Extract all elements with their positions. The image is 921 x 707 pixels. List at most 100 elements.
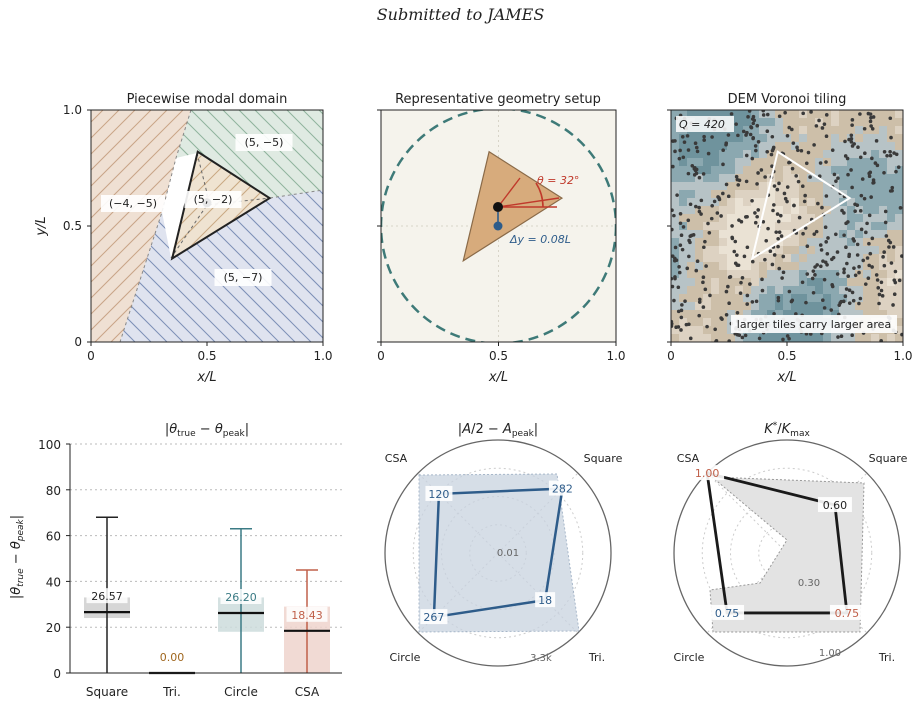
voronoi-tile — [895, 182, 903, 191]
value-label-bg — [829, 604, 864, 620]
voronoi-tile — [831, 198, 840, 207]
particle — [678, 148, 682, 153]
particle — [761, 110, 766, 113]
particle — [756, 208, 761, 212]
region-boundary — [196, 152, 208, 200]
particle — [730, 224, 734, 228]
voronoi-tile — [847, 190, 856, 199]
voronoi-tile — [743, 110, 752, 119]
particle — [713, 327, 717, 332]
voronoi-tile — [759, 134, 768, 143]
particle — [823, 260, 828, 265]
voronoi-tile — [783, 150, 792, 159]
voronoi-tile — [671, 190, 680, 199]
particle — [673, 245, 678, 250]
voronoi-tile — [783, 174, 792, 183]
voronoi-tile — [671, 142, 680, 151]
particle — [800, 280, 805, 285]
particle — [870, 265, 874, 269]
voronoi-tile — [695, 158, 704, 167]
particle — [704, 264, 708, 268]
voronoi-tile — [735, 134, 744, 143]
voronoi-tile — [879, 158, 888, 167]
voronoi-tile — [703, 134, 712, 143]
particle — [849, 168, 853, 172]
voronoi-tile — [679, 198, 688, 207]
voronoi-tile — [783, 214, 792, 223]
voronoi-tile — [855, 254, 864, 263]
voronoi-tile — [831, 294, 840, 303]
voronoi-tile — [823, 214, 832, 223]
particle — [885, 154, 889, 158]
particle — [770, 134, 775, 139]
voronoi-tile — [855, 166, 864, 175]
voronoi-tile — [775, 230, 784, 239]
voronoi-tile — [863, 214, 872, 223]
particle — [782, 191, 787, 196]
voronoi-tile — [847, 158, 856, 167]
voronoi-tile — [671, 134, 680, 143]
voronoi-tile — [791, 174, 800, 183]
particle — [710, 135, 714, 139]
voronoi-tile — [775, 166, 784, 175]
particle — [804, 300, 808, 305]
voronoi-tile — [823, 206, 832, 215]
voronoi-tile — [719, 150, 728, 159]
y-tick-label: 0.5 — [63, 219, 82, 233]
voronoi-tile — [799, 158, 808, 167]
voronoi-tile — [783, 118, 792, 127]
voronoi-tile — [839, 174, 848, 183]
voronoi-tile — [695, 318, 704, 327]
voronoi-tile — [679, 150, 688, 159]
particle — [671, 164, 675, 169]
voronoi-tile — [743, 182, 752, 191]
particle — [727, 301, 731, 306]
particle — [790, 127, 794, 132]
voronoi-tile — [839, 238, 848, 247]
voronoi-tile — [831, 150, 840, 159]
voronoi-tile — [887, 190, 896, 199]
voronoi-tile — [879, 110, 888, 119]
particle — [760, 277, 764, 282]
particle — [673, 149, 677, 154]
voronoi-tile — [743, 262, 752, 271]
particle — [842, 233, 846, 238]
voronoi-tile — [847, 278, 856, 287]
particle — [884, 234, 889, 238]
voronoi-tile — [831, 310, 840, 319]
voronoi-tile — [815, 230, 824, 239]
r-tick-label: 1.00 — [819, 648, 841, 659]
particle — [770, 262, 775, 267]
voronoi-tile — [767, 134, 776, 143]
particle — [882, 170, 886, 175]
particle — [777, 230, 782, 234]
voronoi-tile — [703, 254, 712, 263]
particle — [832, 172, 837, 177]
voronoi-tile — [831, 206, 840, 215]
particle — [867, 263, 871, 268]
voronoi-tile — [799, 206, 808, 215]
voronoi-tile — [879, 142, 888, 151]
voronoi-tile — [751, 294, 760, 303]
voronoi-tile — [719, 302, 728, 311]
voronoi-tile — [735, 334, 744, 342]
voronoi-tile — [671, 310, 680, 319]
region-boundary — [119, 110, 192, 342]
voronoi-tile — [879, 166, 888, 175]
voronoi-tile — [879, 278, 888, 287]
voronoi-tile — [823, 294, 832, 303]
voronoi-tile — [735, 254, 744, 263]
particle — [830, 284, 835, 289]
voronoi-tile — [711, 246, 720, 255]
voronoi-tile — [695, 238, 704, 247]
voronoi-tile — [871, 286, 880, 295]
particle — [855, 242, 860, 247]
voronoi-tile — [751, 134, 760, 143]
median-label: 18.43 — [291, 609, 323, 622]
voronoi-tile — [711, 110, 720, 119]
voronoi-tile — [743, 158, 752, 167]
particle — [685, 266, 690, 271]
voronoi-tile — [831, 262, 840, 271]
voronoi-tile — [775, 254, 784, 263]
particle — [736, 133, 740, 138]
